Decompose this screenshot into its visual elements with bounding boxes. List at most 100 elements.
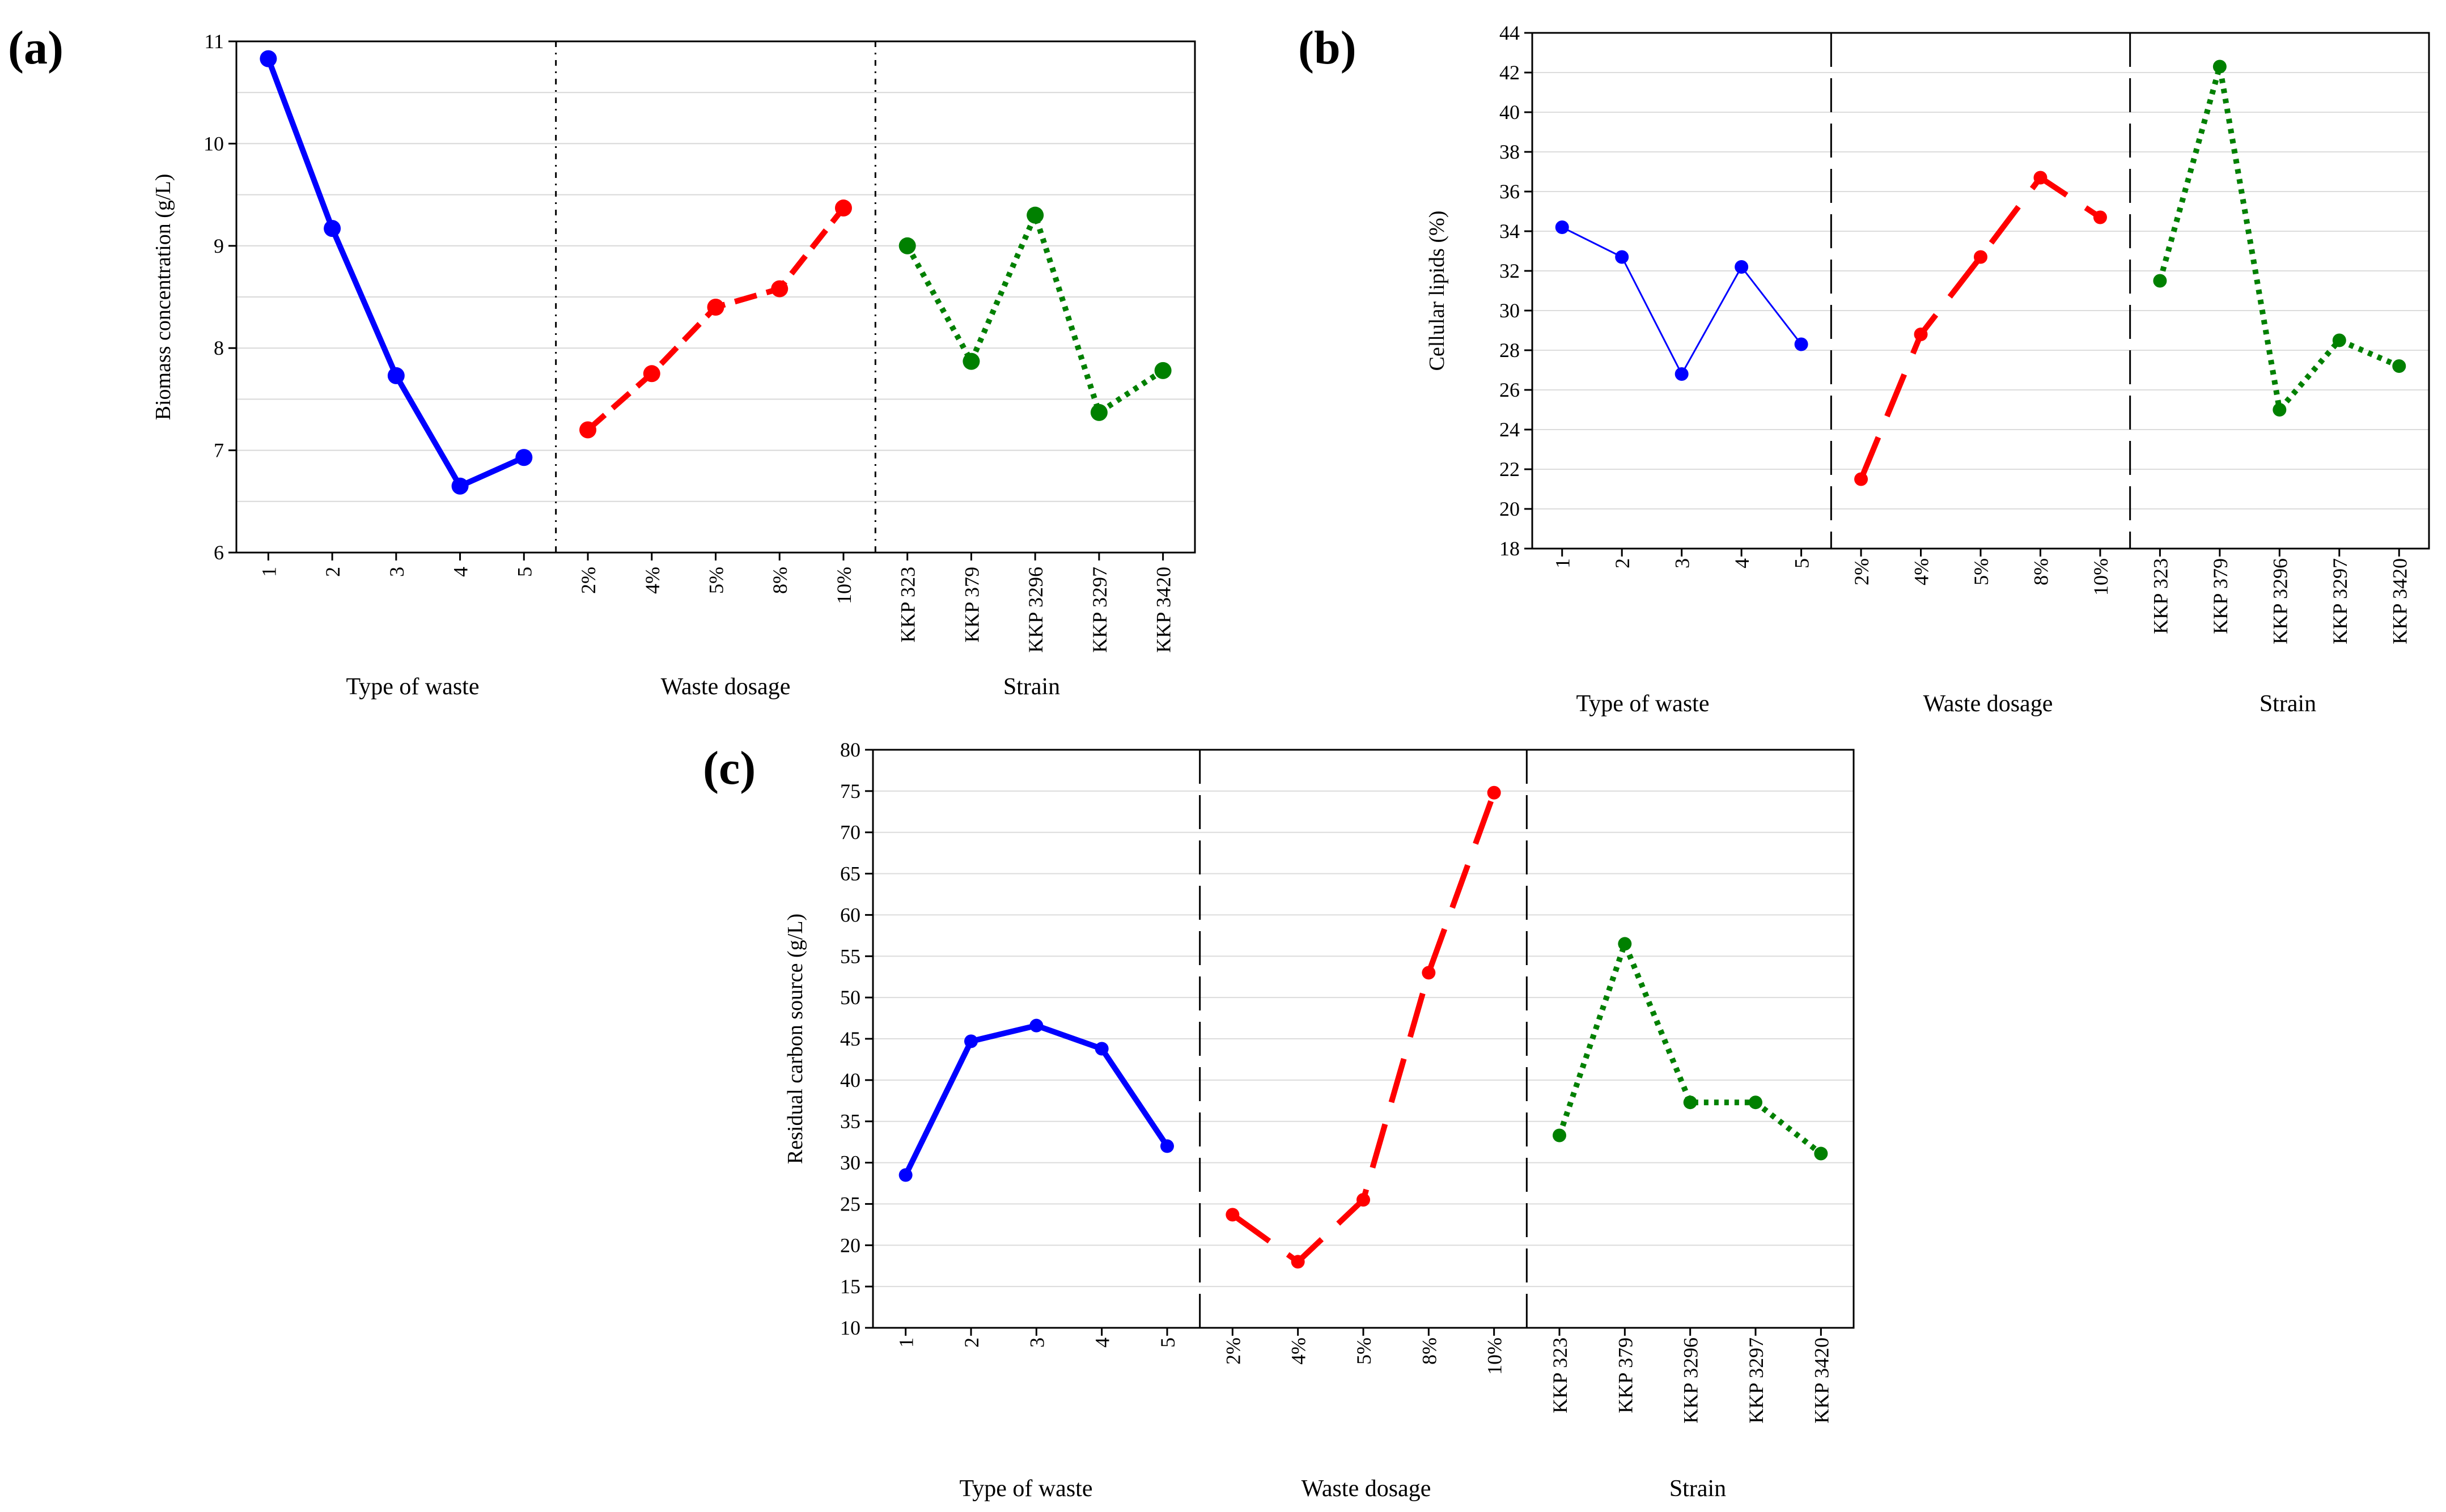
x-tick-label: 8%: [2029, 558, 2052, 585]
x-tick-label: 5: [1791, 558, 1813, 568]
x-tick-label: 10%: [833, 567, 855, 604]
group-label: Type of waste: [1576, 691, 1710, 717]
y-tick-label: 26: [1499, 379, 1520, 401]
y-tick-label: 8: [214, 337, 224, 359]
x-tick-label: 5: [1156, 1337, 1179, 1348]
data-point: [898, 237, 916, 254]
y-tick-label: 50: [840, 986, 860, 1009]
y-tick-label: 7: [214, 439, 224, 462]
data-point: [1854, 472, 1868, 486]
data-point: [1422, 966, 1436, 980]
group-label: Waste dosage: [661, 674, 791, 700]
x-tick-label: KKP 3296: [1024, 567, 1047, 653]
y-tick-label: 55: [840, 945, 860, 967]
x-tick-label: KKP 379: [2209, 558, 2232, 634]
y-tick-label: 40: [840, 1069, 860, 1091]
data-point: [771, 280, 789, 298]
data-point: [834, 199, 852, 217]
data-point: [2153, 274, 2167, 288]
series-line: [2157, 63, 2401, 413]
series-line: [1562, 226, 1802, 375]
series-line: [265, 57, 525, 489]
data-point: [451, 477, 469, 495]
data-point: [1618, 937, 1632, 951]
y-axis-title: Cellular lipids (%): [1425, 211, 1449, 371]
y-tick-label: 45: [840, 1027, 860, 1050]
x-tick-label: 2%: [1850, 558, 1873, 585]
x-tick-label: 4: [1731, 558, 1753, 568]
series-line: [903, 1022, 1170, 1177]
x-tick-label: 8%: [1418, 1337, 1440, 1365]
series-line: [1231, 792, 1497, 1265]
data-point: [260, 50, 277, 67]
data-point: [1027, 206, 1044, 224]
data-point: [579, 421, 597, 439]
data-point: [1749, 1095, 1762, 1110]
y-tick-label: 24: [1499, 418, 1520, 441]
x-tick-label: 10%: [2089, 558, 2112, 596]
data-point: [1914, 328, 1928, 341]
data-point: [1090, 404, 1108, 421]
y-tick-label: 30: [1499, 299, 1520, 322]
x-tick-label: KKP 379: [1614, 1337, 1637, 1413]
group-label: Strain: [2260, 691, 2316, 717]
data-point: [898, 1168, 913, 1182]
data-point: [1095, 1042, 1109, 1056]
y-tick-label: 10: [840, 1316, 860, 1339]
data-point: [387, 367, 405, 384]
group-label: Type of waste: [960, 1476, 1093, 1502]
x-tick-label: KKP 3297: [1088, 567, 1111, 653]
x-tick-label: 1: [1551, 558, 1574, 568]
x-tick-label: 4: [1091, 1337, 1114, 1348]
group-label: Waste dosage: [1923, 691, 2053, 717]
y-tick-label: 65: [840, 863, 860, 885]
x-tick-label: 2%: [1222, 1337, 1244, 1365]
data-point: [2273, 403, 2287, 417]
series-line: [1557, 941, 1823, 1156]
y-tick-label: 28: [1499, 339, 1520, 362]
x-tick-label: KKP 3296: [2269, 558, 2291, 644]
panel-label-b: (b): [1298, 22, 1356, 74]
plot-frame: [1531, 32, 2430, 550]
group-label: Type of waste: [346, 674, 480, 700]
y-tick-label: 34: [1499, 220, 1520, 243]
y-tick-label: 42: [1499, 61, 1520, 84]
data-point: [1029, 1018, 1044, 1033]
y-tick-label: 20: [840, 1234, 860, 1256]
series-line: [905, 212, 1165, 415]
data-point: [515, 449, 533, 466]
y-tick-label: 75: [840, 780, 860, 802]
y-tick-label: 18: [1499, 537, 1520, 560]
data-point: [1735, 260, 1749, 274]
x-tick-label: KKP 3297: [2329, 558, 2351, 644]
x-tick-label: 2: [1611, 558, 1634, 568]
y-tick-label: 15: [840, 1275, 860, 1298]
x-tick-label: 5%: [1970, 558, 1993, 585]
y-tick-label: 35: [840, 1110, 860, 1133]
y-tick-label: 10: [204, 132, 224, 155]
data-point: [1675, 367, 1689, 381]
data-point: [2212, 60, 2227, 74]
y-axis-title: Residual carbon source (g/L): [783, 914, 807, 1164]
data-point: [1226, 1208, 1240, 1222]
x-tick-label: 4: [450, 567, 472, 577]
x-tick-label: 1: [257, 567, 280, 577]
data-point: [2033, 171, 2047, 185]
y-tick-label: 32: [1499, 260, 1520, 282]
x-tick-label: 10%: [1483, 1337, 1506, 1375]
x-tick-label: 2: [960, 1337, 983, 1348]
data-point: [1615, 250, 1629, 264]
x-tick-label: 5%: [1353, 1337, 1375, 1365]
x-tick-label: KKP 323: [2149, 558, 2172, 634]
data-point: [2093, 210, 2107, 224]
x-tick-label: KKP 3420: [1810, 1337, 1833, 1424]
x-tick-label: 5: [513, 567, 536, 577]
x-tick-label: KKP 323: [1549, 1337, 1571, 1413]
data-point: [1553, 1128, 1566, 1143]
y-tick-label: 25: [840, 1192, 860, 1215]
data-point: [1154, 362, 1172, 379]
y-tick-label: 22: [1499, 458, 1520, 481]
data-point: [707, 299, 724, 316]
y-axis-title: Biomass concentration (g/L): [151, 174, 175, 421]
